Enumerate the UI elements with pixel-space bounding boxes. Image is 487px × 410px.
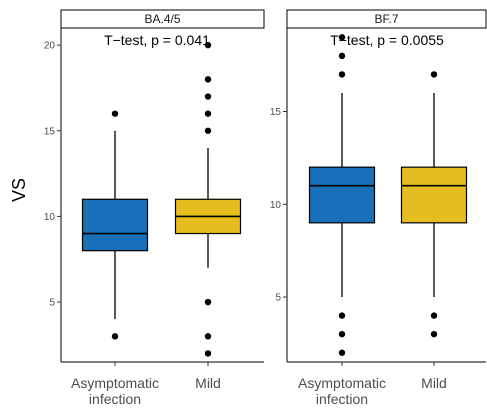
panel-ba45-asymptomatic-box [81,198,149,252]
panel-ba45-marks: 5 10 15 20 Asymptomatic infection Mild [44,28,264,407]
panel-ba45-mild-outlier-point [204,333,212,340]
panel-bf7-strip [286,9,487,29]
panel-bf7-asymptomatic-outlier-point [338,349,346,356]
panel-ba45-y-tick-label: 10 [44,212,56,223]
panel-bf7-asymptomatic-outlier-point [338,52,346,60]
panel-bf7-mild-outlier-point [430,71,438,78]
panel-bf7-mild-outlier-point [430,312,438,319]
panel-ba45-y-tick-label: 5 [49,298,55,309]
panel-ba45-mild-x-label-line: Mild [195,375,221,391]
panel-ba45-mild-outlier-point [204,127,212,134]
panel-ba45-asymptomatic-x-label-line: infection [89,391,141,407]
panel-bf7-mild-outlier-point [430,330,438,338]
panel-ba45-strip-label: BA.4/5 [144,12,180,26]
panel-bf7-mild-x-label-line: Mild [421,375,447,391]
panel-bf7: BF.7 5 10 15 Asymptomatic infection Mild T−te… [270,9,487,407]
panel-bf7-y-tick-label: 5 [275,293,281,304]
panel-ba45-asymptomatic-x-label-line: Asymptomatic [71,375,159,391]
panel-bf7-mild-box [400,166,468,224]
panel-ba45-ttest: T−test, p = 0.041 [104,32,210,48]
panel-ba45-y-tick-label: 15 [44,126,56,137]
panel-ba45-asymptomatic-outlier-point [111,333,119,340]
panel-ba45-asymptomatic-x-label: Asymptomatic infection [71,375,159,407]
panel-ba45-mild-outlier-point [204,41,212,49]
panel-ba45-mild-x-label: Mild [195,375,221,391]
panel-bf7-asymptomatic-outlier-point [338,312,346,319]
panel-bf7-asymptomatic-outlier-point [338,34,346,41]
panel-ba45-mild-outlier-point [204,298,212,306]
panel-ba45-y-tick-label: 20 [44,41,56,52]
panel-bf7-y-tick-label: 15 [270,107,282,118]
panel-ba45-strip [60,9,265,29]
panel-bf7-asymptomatic-x-label-line: infection [316,391,368,407]
panel-ba45-mild-outlier-point [204,93,212,100]
panel-ba45-mild-outlier-point [204,350,212,357]
panel-bf7-strip-label: BF.7 [374,12,398,26]
panel-bf7-marks: 5 10 15 Asymptomatic infection Mild [270,28,486,407]
panel-ba45-asymptomatic-outlier-point [111,110,119,117]
panel-bf7-asymptomatic-x-label: Asymptomatic infection [298,375,386,407]
panel-bf7-asymptomatic-outlier-point [338,71,346,78]
panel-bf7-asymptomatic-box [308,166,376,224]
panel-bf7-asymptomatic-x-label-line: Asymptomatic [298,375,386,391]
panel-ba45-mild-outlier-point [204,76,212,83]
panel-bf7-ttest: T−test, p = 0.0055 [330,32,444,48]
y-axis-label: VS [9,178,29,202]
panel-bf7-asymptomatic-outlier-point [338,330,346,338]
panel-bf7-mild-x-label: Mild [421,375,447,391]
panel-bf7-y-tick-label: 10 [270,200,282,211]
panel-ba45-mild-outlier-point [204,110,212,117]
